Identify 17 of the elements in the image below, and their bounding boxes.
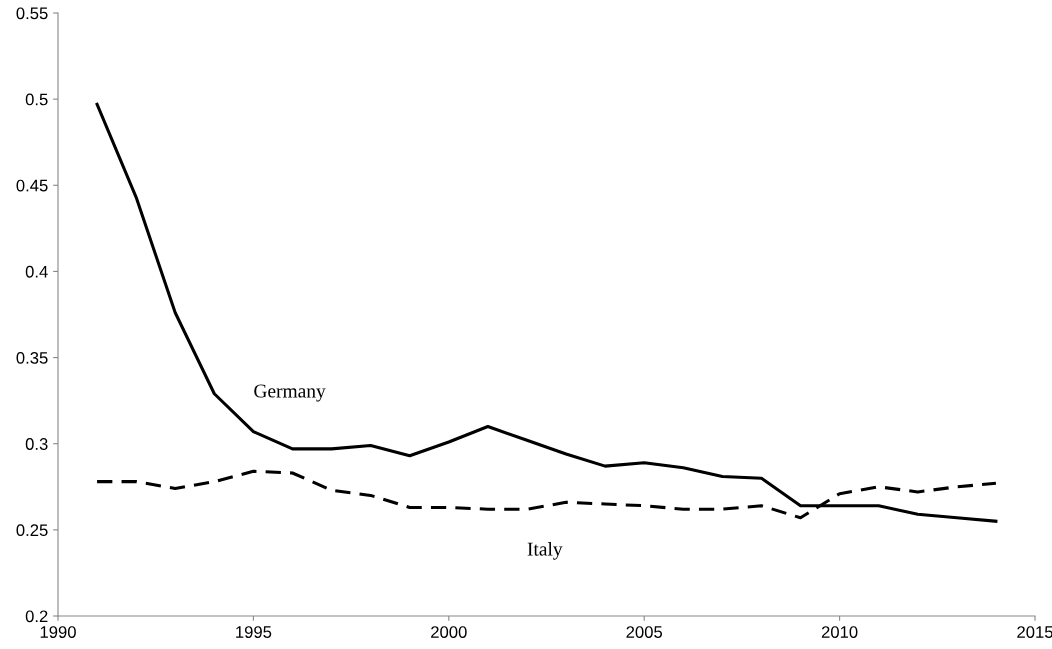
y-tick-label: 0.25 (16, 524, 48, 537)
y-tick-label: 0.5 (25, 93, 48, 106)
x-tick-label: 2010 (821, 626, 858, 638)
series-label: Italy (527, 542, 563, 560)
y-tick-label: 0.3 (25, 438, 48, 450)
line-series (95, 102, 998, 523)
y-tick-label: 0.45 (16, 179, 48, 192)
x-tick-label: 2000 (431, 626, 467, 638)
y-tick-label: 0.2 (25, 610, 48, 623)
series-label: Germany (254, 384, 326, 402)
y-tick-label: 0.55 (16, 7, 48, 20)
x-tick-label: 2015 (1017, 626, 1052, 638)
y-tick-label: 0.35 (16, 351, 48, 364)
x-tick-label: 1995 (236, 626, 272, 638)
x-tick-label: 2005 (626, 626, 663, 638)
y-tick-label: 0.4 (25, 265, 48, 278)
x-tick-label: 1990 (40, 626, 76, 638)
